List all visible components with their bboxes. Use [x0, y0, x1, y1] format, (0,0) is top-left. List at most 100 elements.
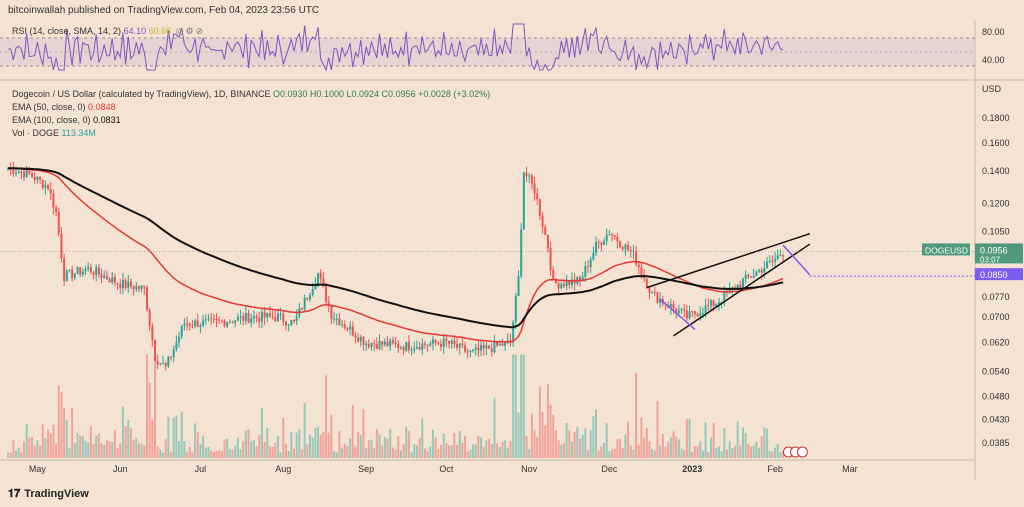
- candle-body: [485, 345, 488, 349]
- volume-bar: [298, 429, 301, 458]
- candle-body: [592, 252, 595, 260]
- volume-bar: [648, 441, 651, 458]
- volume-bar: [399, 450, 402, 458]
- candle-body: [608, 234, 611, 236]
- candle-body: [525, 172, 528, 177]
- volume-bar: [600, 446, 603, 458]
- candle-body: [456, 344, 459, 348]
- candle-body: [359, 336, 362, 342]
- volume-bar: [635, 372, 638, 458]
- candle-body: [669, 304, 672, 308]
- volume-bar: [140, 443, 143, 458]
- volume-bar: [349, 438, 352, 458]
- volume-bar: [108, 441, 111, 458]
- volume-bar: [509, 441, 512, 458]
- volume-bar: [402, 444, 405, 458]
- eye-icon[interactable]: ◎: [175, 26, 184, 36]
- candle-body: [434, 339, 437, 344]
- candle-body: [239, 316, 242, 318]
- volume-bar: [250, 441, 253, 458]
- candle-body: [263, 311, 266, 318]
- candle-body: [71, 269, 74, 278]
- candle-body: [129, 281, 132, 287]
- candle-body: [215, 318, 218, 320]
- candle-body: [276, 313, 279, 322]
- volume-bar: [656, 400, 659, 458]
- settings-icon[interactable]: ⚙: [185, 26, 194, 36]
- volume-bar: [111, 441, 114, 458]
- candle-body: [317, 273, 320, 285]
- volume-bar: [768, 450, 771, 458]
- candle-body: [709, 300, 712, 306]
- volume-bar: [632, 449, 635, 458]
- candle-body: [720, 301, 723, 303]
- volume-bar: [413, 444, 416, 458]
- volume-bar: [578, 438, 581, 458]
- volume-bar: [287, 450, 290, 458]
- candle-body: [752, 275, 755, 278]
- volume-bar: [758, 447, 761, 458]
- candle-body: [480, 345, 483, 351]
- remove-icon[interactable]: ⊘: [195, 26, 204, 36]
- candle-body: [20, 171, 23, 173]
- event-flag-icon: [796, 446, 808, 458]
- tradingview-logo[interactable]: 𝟏𝟕 TradingView: [8, 488, 89, 501]
- candle-body: [76, 267, 79, 274]
- candle-body: [744, 274, 747, 279]
- candle-body: [378, 341, 381, 349]
- volume-bar: [669, 437, 672, 458]
- candle-body: [68, 269, 71, 271]
- volume-bar: [659, 445, 662, 458]
- volume-bar: [151, 419, 154, 458]
- volume-group: [7, 354, 785, 458]
- candle-body: [17, 171, 20, 174]
- candle-body: [581, 276, 584, 281]
- candle-body: [696, 314, 699, 317]
- candle-body: [162, 363, 165, 365]
- candle-body: [407, 341, 410, 351]
- volume-bar: [723, 427, 726, 458]
- currency-label: USD: [982, 84, 1002, 94]
- volume-bar: [97, 433, 100, 458]
- ema100-row: EMA (100, close, 0) 0.0831: [12, 114, 490, 127]
- candle-body: [776, 255, 779, 259]
- candle-body: [450, 340, 453, 344]
- candle-body: [755, 271, 758, 276]
- volume-bar: [341, 447, 344, 458]
- volume-bar: [573, 431, 576, 458]
- candle-body: [413, 348, 416, 350]
- volume-bar: [739, 445, 742, 458]
- main-legend: Dogecoin / US Dollar (calculated by Trad…: [12, 88, 490, 140]
- volume-bar: [306, 444, 309, 458]
- candle-body: [782, 255, 785, 257]
- volume-bar: [359, 434, 362, 458]
- candle-body: [343, 324, 346, 328]
- volume-bar: [239, 449, 242, 458]
- candle-body: [279, 313, 282, 315]
- candle-body: [685, 310, 688, 319]
- candle-body: [309, 295, 312, 300]
- time-tick-label: Oct: [439, 464, 454, 474]
- candle-body: [386, 341, 389, 347]
- candle-body: [683, 309, 686, 311]
- candle-body: [517, 276, 520, 296]
- volume-bar: [194, 423, 197, 458]
- volume-bar: [87, 442, 90, 458]
- volume-bar: [731, 448, 734, 458]
- candle-body: [357, 337, 360, 342]
- candle-body: [188, 323, 191, 326]
- volume-bar: [335, 452, 338, 458]
- volume-bar: [421, 418, 424, 458]
- volume-bar: [282, 418, 285, 458]
- volume-bar: [458, 430, 461, 458]
- volume-bar: [23, 441, 26, 458]
- candle-body: [528, 175, 531, 177]
- candle-body: [242, 316, 245, 321]
- candle-body: [306, 297, 309, 300]
- candle-body: [341, 324, 344, 326]
- candle-body: [81, 271, 84, 275]
- candle-body: [338, 318, 341, 326]
- candle-body: [258, 317, 261, 322]
- rsi-tick-label: 40.00: [982, 55, 1005, 65]
